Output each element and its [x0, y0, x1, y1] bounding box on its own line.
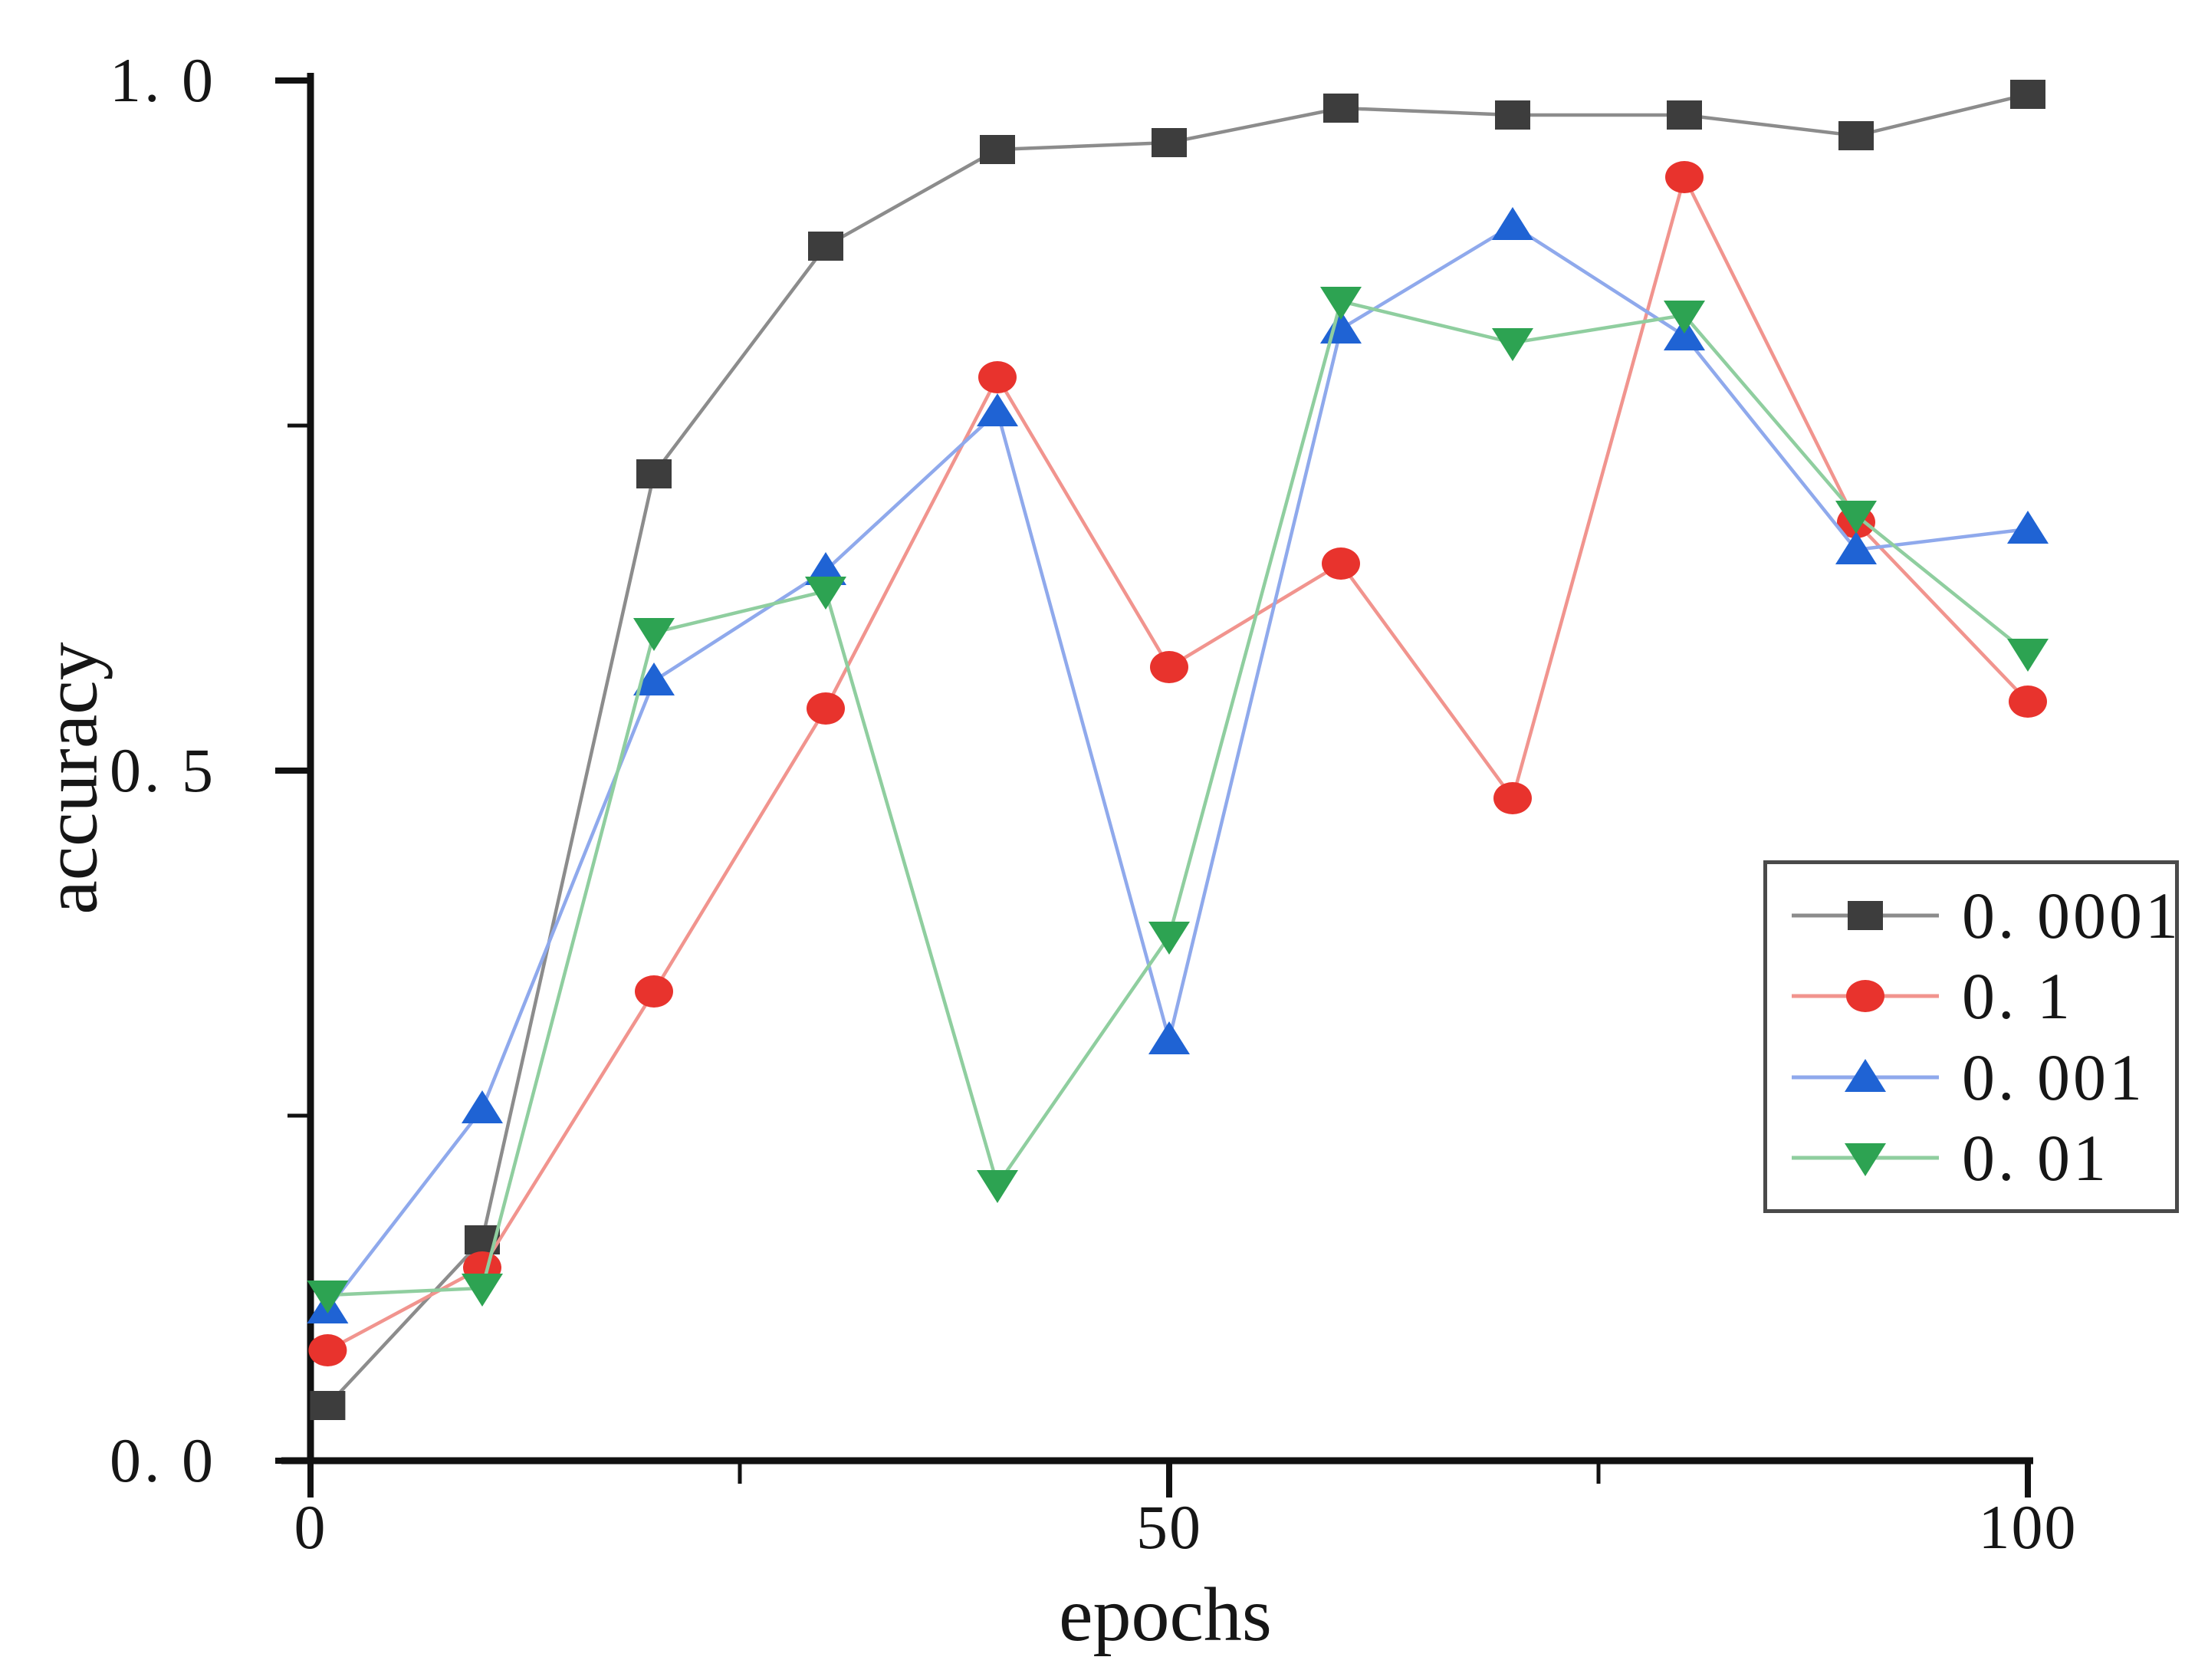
- triangle-down-marker: [307, 1281, 349, 1313]
- triangle-down-marker: [462, 1274, 503, 1307]
- triangle-down-marker: [1845, 1143, 1886, 1177]
- square-marker: [1667, 100, 1702, 130]
- triangle-down-marker: [1664, 301, 1705, 334]
- square-marker: [310, 1391, 346, 1420]
- triangle-up-marker: [1845, 1058, 1886, 1092]
- square-marker: [980, 135, 1015, 164]
- x-tick-label-100: 100: [1978, 1492, 2078, 1562]
- triangle-up-marker: [1664, 317, 1705, 350]
- legend-label: 0. 0001: [1962, 878, 2181, 952]
- square-marker: [2010, 80, 2045, 109]
- circle-marker: [807, 692, 845, 725]
- circle-marker: [1665, 161, 1704, 193]
- circle-marker: [978, 361, 1017, 393]
- triangle-down-marker: [1320, 287, 1362, 320]
- circle-marker: [1322, 547, 1360, 580]
- circle-marker: [1493, 782, 1532, 814]
- square-marker: [1323, 94, 1359, 123]
- series-triangle-up: [307, 207, 2049, 1323]
- legend-key-triangle-down: [1792, 1143, 1939, 1177]
- circle-marker: [1150, 651, 1188, 683]
- legend-item-2: 0. 001: [1789, 1039, 2167, 1116]
- legend-key-circle: [1792, 980, 1939, 1013]
- triangle-up-marker: [1492, 207, 1533, 240]
- circle-marker: [635, 975, 673, 1008]
- triangle-up-marker: [977, 393, 1018, 426]
- triangle-up-marker: [1835, 531, 1877, 564]
- circle-marker: [308, 1334, 347, 1366]
- legend-key-triangle-up: [1792, 1058, 1939, 1092]
- square-marker: [1152, 128, 1187, 157]
- x-tick-label-0: 0: [294, 1492, 327, 1562]
- legend-label: 0. 1: [1962, 959, 2073, 1034]
- square-marker: [636, 459, 672, 488]
- legend-item-0: 0. 0001: [1789, 877, 2178, 954]
- square-marker: [1838, 121, 1874, 150]
- triangle-down-marker: [633, 618, 675, 651]
- legend-item-3: 0. 01: [1789, 1119, 2167, 1196]
- legend-label: 0. 01: [1962, 1121, 2109, 1195]
- triangle-down-marker: [1148, 922, 1190, 955]
- legend-key-square: [1792, 900, 1939, 930]
- triangle-up-marker: [633, 662, 675, 695]
- square-marker: [808, 232, 843, 261]
- square-marker: [1848, 900, 1883, 930]
- legend-label: 0. 001: [1962, 1040, 2145, 1114]
- y-tick-label-top: 1. 0: [110, 45, 216, 115]
- triangle-down-marker: [1835, 501, 1877, 534]
- legend-item-1: 0. 1: [1789, 958, 2167, 1034]
- y-tick-label-bottom: 0. 0: [110, 1425, 216, 1495]
- x-axis-title: epochs: [1059, 1572, 1272, 1657]
- circle-marker: [2009, 685, 2047, 718]
- x-tick-label-50: 50: [1136, 1492, 1202, 1562]
- triangle-up-marker: [2007, 511, 2049, 544]
- series-square: [310, 80, 2045, 1420]
- y-axis-title: accuracy: [28, 642, 113, 915]
- legend: 0. 0001 0. 1 0. 001 0. 01: [1763, 860, 2179, 1213]
- triangle-down-marker: [1492, 328, 1533, 361]
- y-tick-label-middle: 0. 5: [110, 735, 216, 805]
- triangle-down-marker: [2007, 639, 2049, 672]
- series-triangle-down: [307, 287, 2049, 1313]
- series-circle: [308, 161, 2047, 1366]
- triangle-down-marker: [977, 1170, 1018, 1203]
- triangle-up-marker: [1148, 1021, 1190, 1054]
- triangle-up-marker: [462, 1090, 503, 1123]
- circle-marker: [1846, 980, 1884, 1013]
- triangle-down-marker: [805, 577, 846, 610]
- square-marker: [1495, 100, 1530, 130]
